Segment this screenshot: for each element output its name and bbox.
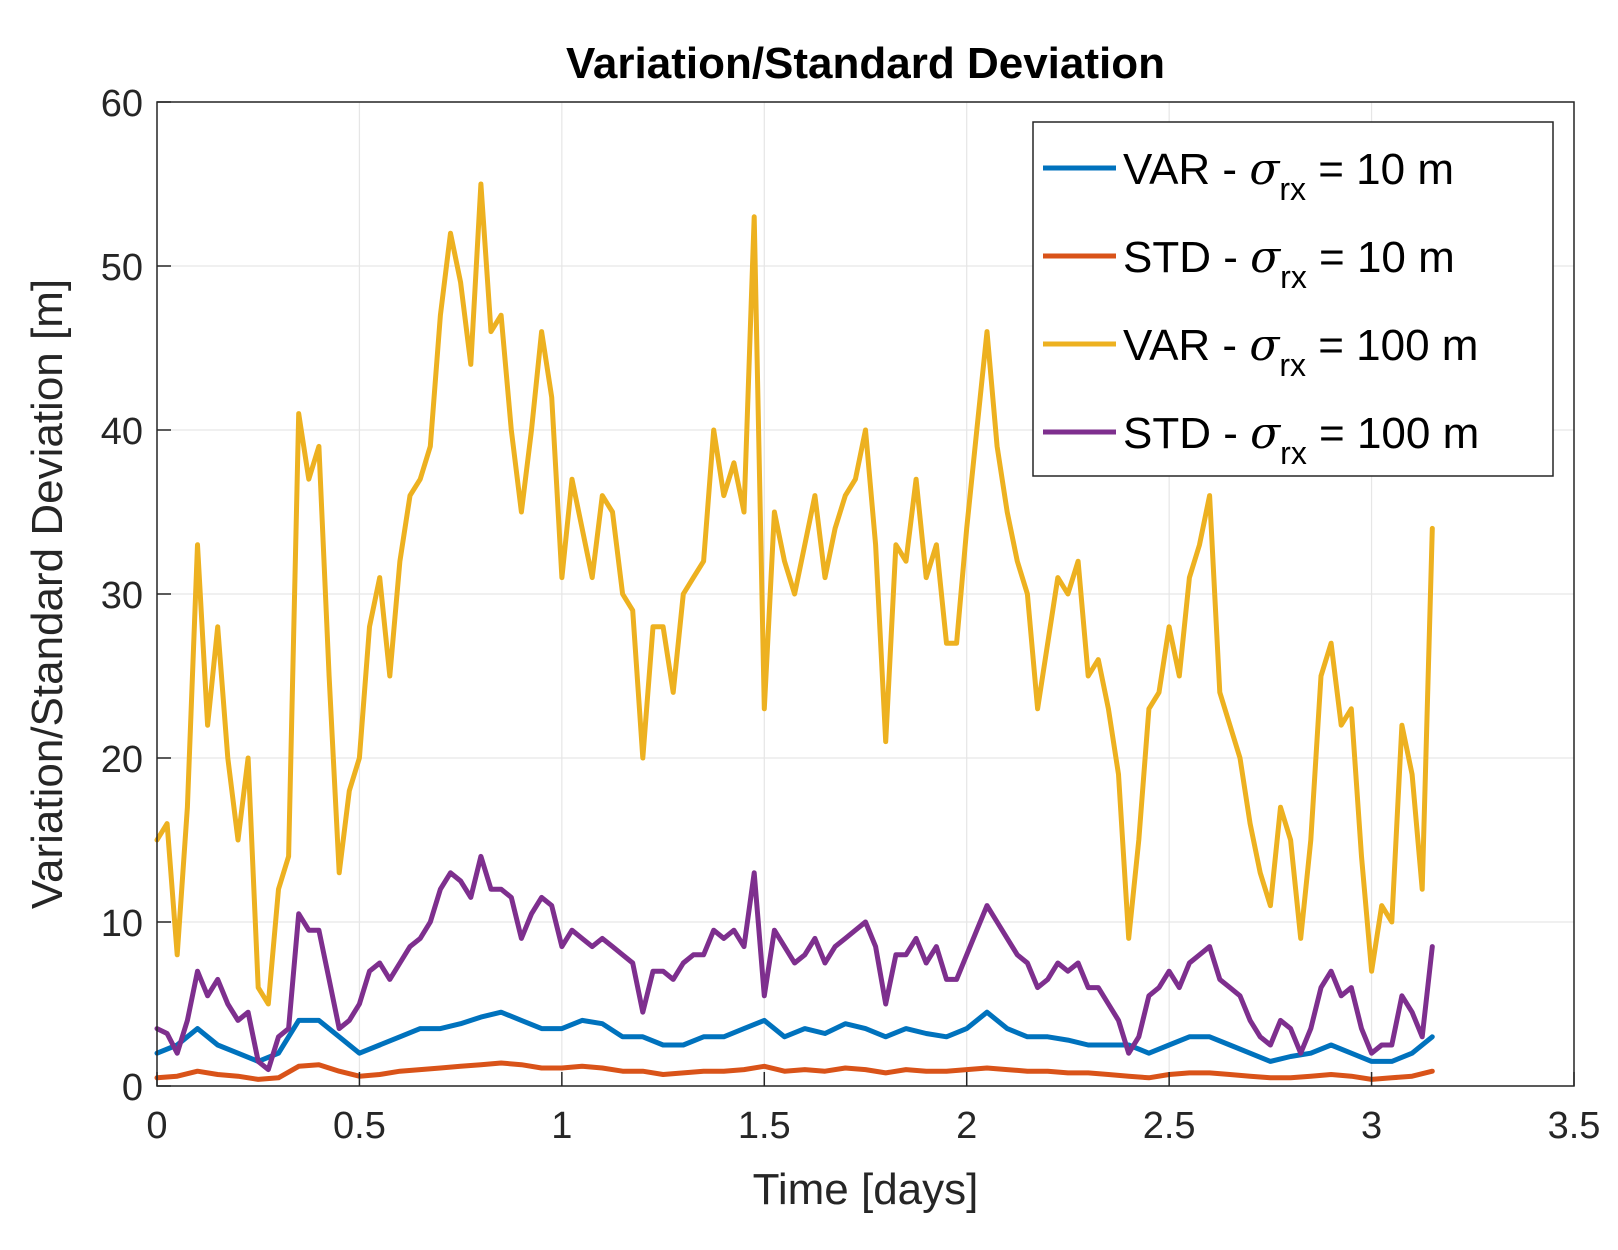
y-tick-label: 50 (101, 247, 143, 289)
legend-subscript: rx (1279, 347, 1306, 383)
legend-box (1032, 121, 1554, 477)
legend-symbol: σ (1249, 320, 1281, 371)
x-tick-label: 2.5 (1143, 1105, 1196, 1147)
y-tick-label: 30 (101, 575, 143, 617)
legend-prefix: STD - (1123, 233, 1250, 282)
legend-item: VAR - σrx = 10 m (1043, 144, 1454, 207)
x-tick-label: 3 (1361, 1105, 1382, 1147)
legend-symbol: σ (1250, 232, 1282, 283)
legend-label: STD - σrx = 100 m (1123, 408, 1479, 471)
x-tick-label: 1 (551, 1105, 572, 1147)
legend-prefix: STD - (1123, 409, 1250, 458)
x-tick-label: 3.5 (1548, 1105, 1601, 1147)
x-tick-label: 2 (956, 1105, 977, 1147)
legend-suffix: = 10 m (1306, 145, 1454, 194)
y-tick-label: 60 (101, 83, 143, 125)
legend-subscript: rx (1279, 171, 1306, 207)
legend-subscript: rx (1280, 259, 1307, 295)
y-tick-label: 20 (101, 739, 143, 781)
legend-symbol: σ (1249, 144, 1281, 195)
legend-prefix: VAR - (1123, 145, 1249, 194)
y-tick-label: 0 (122, 1067, 143, 1109)
x-tick-label: 0 (146, 1105, 167, 1147)
legend-subscript: rx (1280, 435, 1307, 471)
legend-suffix: = 10 m (1307, 233, 1455, 282)
series-line-1 (154, 1009, 1435, 1064)
legend-symbol: σ (1250, 408, 1282, 459)
legend-suffix: = 100 m (1307, 409, 1479, 458)
legend-label: STD - σrx = 10 m (1123, 232, 1455, 295)
legend-suffix: = 100 m (1306, 321, 1478, 370)
legend-prefix: VAR - (1123, 321, 1249, 370)
legend-item: STD - σrx = 10 m (1043, 232, 1455, 295)
legend-item: VAR - σrx = 100 m (1043, 320, 1478, 383)
x-axis-label: Time [days] (753, 1165, 979, 1214)
series-line-4 (154, 853, 1435, 1073)
series-line-3 (154, 181, 1435, 1007)
series-layer (154, 181, 1435, 1082)
x-tick-label: 1.5 (738, 1105, 791, 1147)
chart-title: Variation/Standard Deviation (566, 39, 1165, 88)
legend-item: STD - σrx = 100 m (1043, 408, 1479, 471)
legend-label: VAR - σrx = 10 m (1123, 144, 1454, 207)
x-axis-ticks: 0 0.5 1 1.5 2 2.5 3 3.5 (146, 1072, 1600, 1147)
y-tick-label: 40 (101, 411, 143, 453)
y-tick-label: 10 (101, 903, 143, 945)
legend-label: VAR - σrx = 100 m (1123, 320, 1478, 383)
x-tick-label: 0.5 (333, 1105, 386, 1147)
y-axis-ticks: 0 10 20 30 40 50 60 (101, 83, 171, 1109)
y-axis-label: Variation/Standard Deviation [m] (23, 279, 72, 909)
series-line-2 (154, 1060, 1435, 1082)
